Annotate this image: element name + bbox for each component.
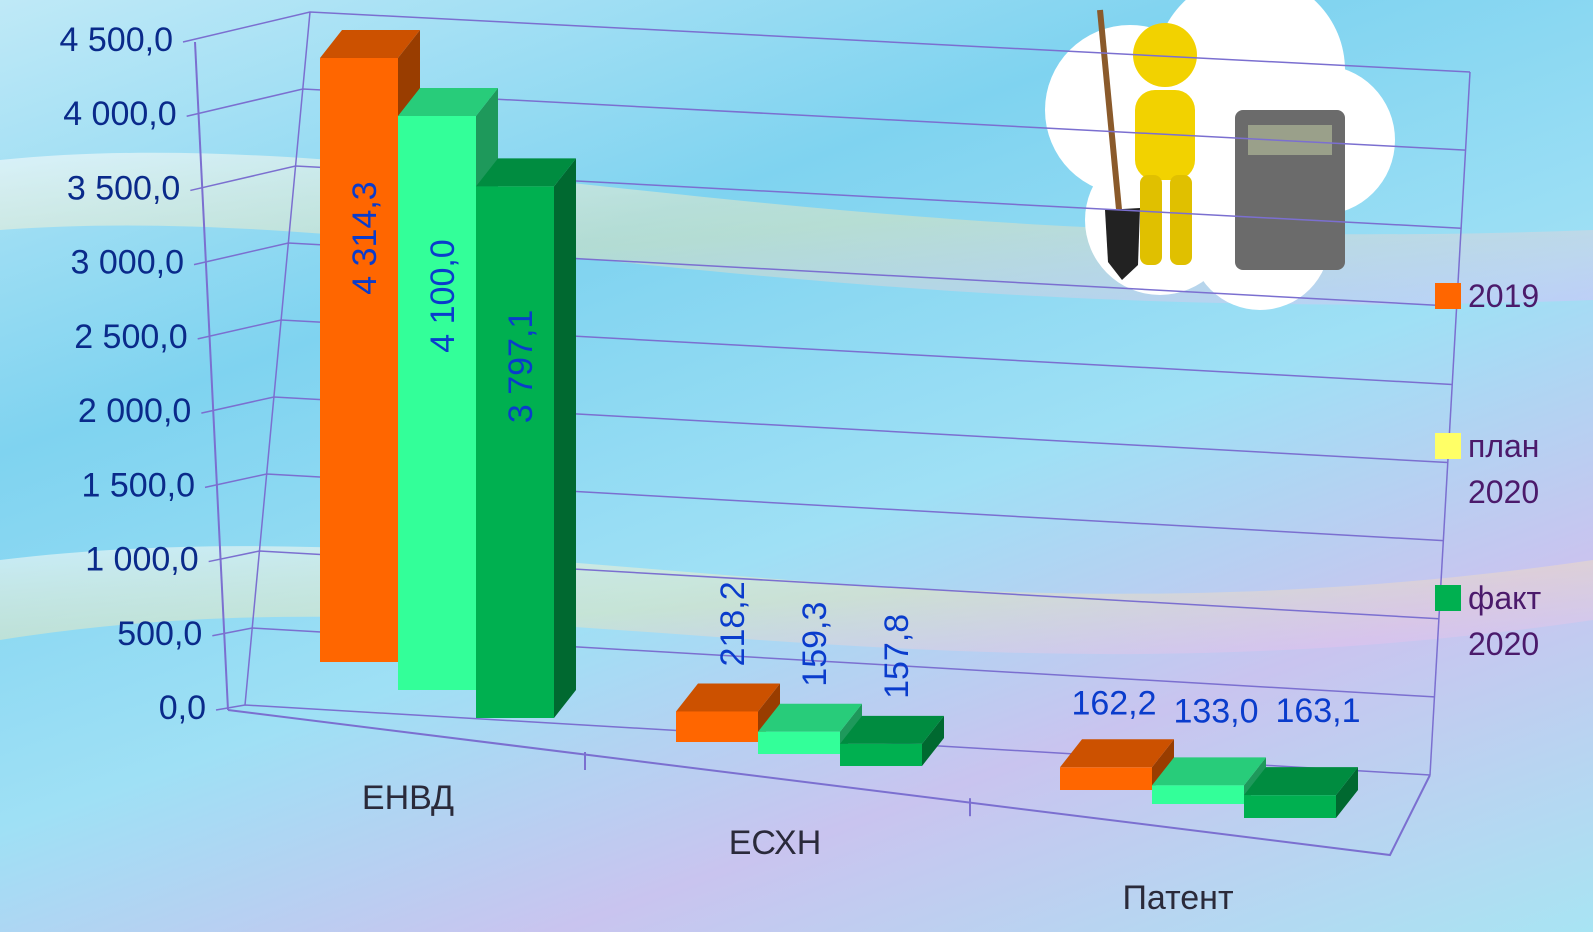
bar-front <box>840 743 922 766</box>
bar-top <box>476 158 576 187</box>
bar-front <box>320 57 398 663</box>
bar <box>1060 739 1174 790</box>
value-label: 4 100,0 <box>424 239 462 352</box>
bar-top <box>320 29 420 58</box>
value-label: 159,3 <box>796 602 834 687</box>
y-tick-label: 4 000,0 <box>63 95 176 133</box>
x-tick-label: ЕСХН <box>729 824 822 862</box>
bar-front <box>1152 785 1244 804</box>
grid-line <box>212 627 1435 698</box>
grid-line <box>208 550 1439 620</box>
y-tick-label: 3 500,0 <box>67 169 180 207</box>
legend-label: 2019 <box>1468 278 1540 314</box>
axis-line <box>194 41 229 711</box>
grid-line <box>215 704 1431 776</box>
bar-top <box>758 703 862 732</box>
bar-front <box>676 711 758 742</box>
bar-top <box>840 715 944 744</box>
axis-line <box>244 11 311 706</box>
y-tick-label: 1 000,0 <box>85 541 198 579</box>
grid-line <box>193 242 1457 308</box>
value-label: 133,0 <box>1173 692 1258 730</box>
bar-top <box>398 88 498 116</box>
value-label: 163,1 <box>1275 692 1360 730</box>
y-tick-label: 2 500,0 <box>74 318 187 356</box>
legend-label: факт 2020 <box>1468 580 1542 662</box>
value-label: 218,2 <box>714 581 752 666</box>
y-tick-label: 2 000,0 <box>78 392 191 430</box>
y-tick-label: 500,0 <box>117 615 202 653</box>
grid-line <box>186 88 1466 151</box>
floor-edge <box>227 709 1431 857</box>
value-label: 4 314,3 <box>346 181 384 294</box>
bar-side <box>1152 739 1174 790</box>
bar <box>840 715 944 766</box>
y-tick-label: 4 500,0 <box>60 21 173 59</box>
grid-line <box>204 473 1444 542</box>
bar-front <box>758 731 840 754</box>
bar-front <box>398 116 476 690</box>
y-tick-label: 3 000,0 <box>71 244 184 282</box>
grid-line <box>201 396 1448 464</box>
bar-side <box>1336 767 1358 818</box>
axis-line <box>1429 71 1471 776</box>
grid-line <box>190 165 1462 229</box>
value-label: 3 797,1 <box>502 310 540 423</box>
bar-top <box>676 683 780 712</box>
x-tick-label: Патент <box>1122 879 1233 917</box>
y-tick-label: 1 500,0 <box>82 466 195 504</box>
x-tick-label: ЕНВД <box>362 779 454 817</box>
bar-top <box>1152 757 1266 786</box>
bar <box>1244 767 1358 818</box>
value-label: 157,8 <box>878 614 916 699</box>
grid-line <box>182 11 1471 73</box>
bar-front <box>1060 767 1152 790</box>
bar <box>476 158 576 718</box>
bar-top <box>1060 739 1174 768</box>
bar-side <box>922 715 944 766</box>
grid-line <box>197 319 1453 386</box>
bar <box>1152 757 1266 804</box>
legend-swatch <box>1435 433 1461 459</box>
bar-top <box>1244 767 1358 796</box>
y-tick-label: 0,0 <box>159 689 206 727</box>
legend-swatch <box>1435 585 1461 611</box>
bar-side <box>554 158 576 718</box>
bar-front <box>1244 795 1336 818</box>
value-label: 162,2 <box>1071 684 1156 722</box>
bar-front <box>476 186 554 718</box>
legend-swatch <box>1435 283 1461 309</box>
legend-label: план 2020 <box>1468 428 1540 510</box>
